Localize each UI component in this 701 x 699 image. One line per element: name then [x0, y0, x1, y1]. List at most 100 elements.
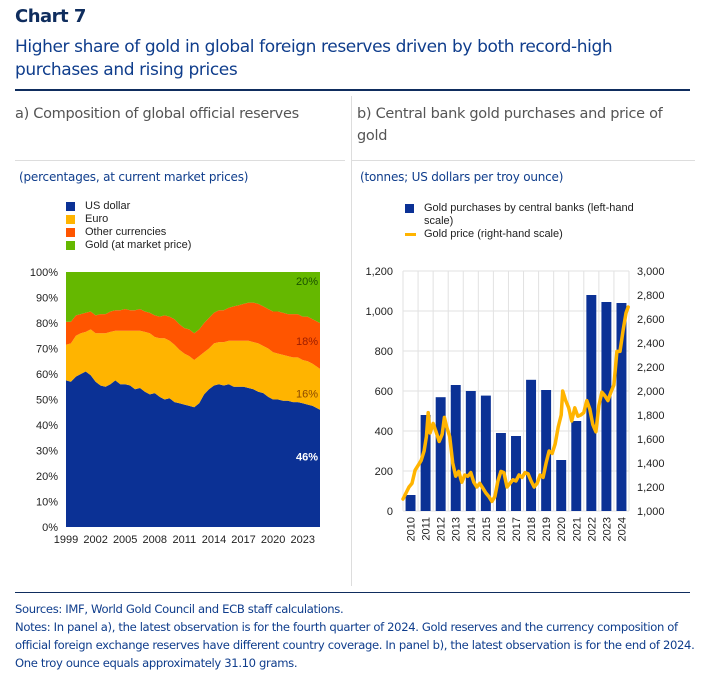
x-tick-label: 2011 [421, 517, 433, 541]
panel-a-chart: 0% 10% 20% 30% 40% 50% 60% 70% 80% 90% 100% 1999 20… [30, 267, 320, 546]
right-tick-label: 2,200 [637, 362, 665, 374]
x-axis: 2010 2011 2012 2013 2014 2015 2016 2017 2018 2019… [406, 517, 629, 541]
panel-a-units: (percentages, at current market prices) [19, 170, 249, 184]
x-tick-label: 2018 [526, 517, 538, 541]
y-tick-label: 40% [36, 420, 58, 432]
y-tick-label: 60% [36, 369, 58, 381]
legend-item-euro: Euro [66, 213, 191, 226]
right-tick-label: 2,800 [637, 290, 665, 302]
y-axis: 0% 10% 20% 30% 40% 50% 60% 70% 80% 90% 100% [30, 267, 58, 534]
right-tick-label: 1,800 [637, 410, 665, 422]
left-axis: 0 200 400 600 800 1,000 1,200 [365, 266, 393, 518]
footer: Sources: IMF, World Gold Council and ECB… [15, 600, 695, 672]
legend-label: Gold purchases by central banks (left-ha… [424, 202, 634, 227]
x-tick-label: 2020 [556, 517, 568, 541]
area-series-group [66, 272, 320, 527]
x-tick-label: 2002 [83, 534, 107, 546]
bar-2021 [571, 421, 582, 511]
panel-b-units: (tonnes; US dollars per troy ounce) [360, 170, 564, 184]
y-tick-label: 30% [36, 446, 58, 458]
area-us-dollar [66, 371, 320, 527]
legend-swatch-gold [66, 241, 75, 250]
bar-2023 [601, 302, 612, 511]
x-tick-label: 2023 [601, 517, 613, 541]
annotations: 20% 18% 16% 46% [296, 276, 318, 464]
panel-a-header-rule [15, 160, 345, 161]
bar-2022 [586, 295, 597, 511]
legend-label: Other currencies [85, 226, 167, 238]
price-line-series [401, 305, 630, 504]
right-tick-label: 2,600 [637, 314, 665, 326]
legend-swatch-us-dollar [66, 202, 75, 211]
x-tick-label: 2016 [496, 517, 508, 541]
y-tick-label: 80% [36, 318, 58, 330]
panel-b-legend: Gold purchases by central banks (left-ha… [405, 202, 675, 241]
y-tick-label: 10% [36, 497, 58, 509]
legend-swatch-price [405, 233, 416, 236]
x-tick-label: 2017 [231, 534, 255, 546]
right-tick-label: 1,600 [637, 434, 665, 446]
data-label: 46% [296, 452, 318, 464]
legend-label: Gold (at market price) [85, 239, 192, 251]
legend-item-price: Gold price (right-hand scale) [405, 228, 675, 241]
left-tick-label: 800 [375, 346, 393, 358]
bar-2011 [420, 415, 431, 511]
x-axis: 1999 2002 2005 2008 2011 2014 2017 2020 2023 [54, 534, 315, 546]
right-tick-label: 1,000 [637, 506, 665, 518]
y-tick-label: 50% [36, 395, 58, 407]
left-tick-label: 1,200 [365, 266, 393, 278]
legend-label: Gold price (right-hand scale) [424, 228, 563, 240]
bar-2013 [450, 385, 461, 511]
x-tick-label: 2008 [143, 534, 167, 546]
legend-swatch-other [66, 228, 75, 237]
bar-2015 [480, 395, 491, 511]
x-tick-label: 2017 [511, 517, 523, 541]
x-tick-label: 2014 [202, 534, 226, 546]
legend-swatch-purchases [405, 204, 414, 213]
bar-2019 [541, 390, 552, 511]
area-gold [66, 272, 320, 334]
x-tick-label: 2020 [261, 534, 285, 546]
sources-note: Sources: IMF, World Gold Council and ECB… [15, 602, 344, 616]
x-tick-label: 2024 [616, 517, 628, 541]
chart-label: Chart 7 [15, 6, 86, 27]
top-rule [15, 89, 690, 91]
x-tick-label: 2015 [481, 517, 493, 541]
bar-2017 [511, 436, 521, 511]
right-tick-label: 3,000 [637, 266, 665, 278]
right-tick-label: 1,400 [637, 458, 665, 470]
x-tick-label: 2014 [466, 517, 478, 541]
left-tick-label: 600 [375, 386, 393, 398]
data-label: 18% [296, 336, 318, 348]
x-tick-label: 2021 [571, 517, 583, 541]
bar-2018 [526, 379, 537, 511]
panel-a-title: a) Composition of global official reserv… [15, 106, 299, 122]
gold-price-line [401, 305, 630, 504]
y-tick-label: 70% [36, 344, 58, 356]
legend-item-gold: Gold (at market price) [66, 239, 191, 252]
bottom-rule [15, 592, 690, 593]
legend-label: US dollar [85, 200, 131, 212]
data-label: 20% [296, 276, 318, 288]
notes-text: Notes: In panel a), the latest observati… [15, 620, 695, 670]
x-tick-label: 1999 [54, 534, 78, 546]
x-tick-label: 2010 [406, 517, 418, 541]
bar-2020 [556, 460, 567, 511]
legend-label: Euro [85, 213, 109, 225]
data-label: 16% [296, 389, 318, 401]
chart-title: Higher share of gold in global foreign r… [15, 37, 613, 80]
y-tick-label: 100% [30, 267, 58, 279]
bar-2014 [465, 391, 476, 511]
left-tick-label: 0 [387, 506, 393, 518]
area-euro [66, 329, 320, 410]
y-tick-label: 90% [36, 293, 58, 305]
panel-a-legend: US dollar Euro Other currencies Gold (at… [66, 200, 191, 252]
legend-item-other: Other currencies [66, 226, 191, 239]
bar-2024 [616, 303, 627, 511]
x-tick-label: 2019 [541, 517, 553, 541]
bar-2010 [405, 495, 416, 511]
legend-item-purchases: Gold purchases by central banks (left-ha… [405, 202, 675, 228]
x-tick-label: 2023 [290, 534, 314, 546]
panel-b-header-rule [352, 160, 695, 161]
